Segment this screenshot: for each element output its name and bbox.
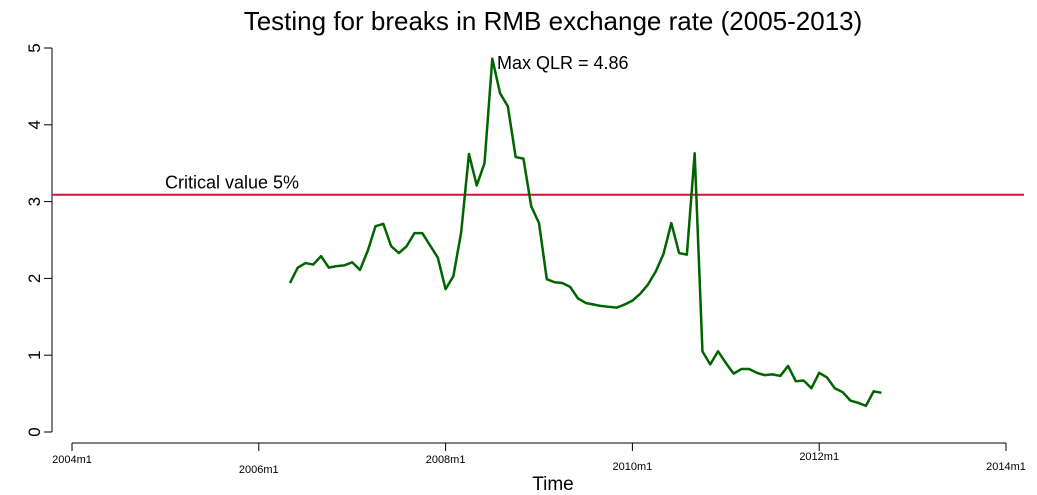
x-axis-label: Time <box>532 474 574 495</box>
chart-title: Testing for breaks in RMB exchange rate … <box>244 6 863 36</box>
x-tick-label: 2012m1 <box>799 451 839 463</box>
y-tick-label: 1 <box>25 350 44 359</box>
x-tick-label: 2014m1 <box>986 461 1026 473</box>
x-tick-label: 2006m1 <box>239 464 279 476</box>
y-tick-label: 3 <box>25 197 44 206</box>
x-tick-label: 2008m1 <box>426 454 466 466</box>
max-annotation: Max QLR = 4.86 <box>497 53 629 73</box>
y-tick-label: 2 <box>25 274 44 283</box>
x-tick-label: 2010m1 <box>613 461 653 473</box>
y-tick-label: 0 <box>25 427 44 436</box>
y-tick-label: 5 <box>25 43 44 52</box>
series-line <box>288 57 882 408</box>
y-tick-label: 4 <box>25 120 44 129</box>
critical-label: Critical value 5% <box>165 173 299 193</box>
x-tick-label: 2004m1 <box>52 454 92 466</box>
